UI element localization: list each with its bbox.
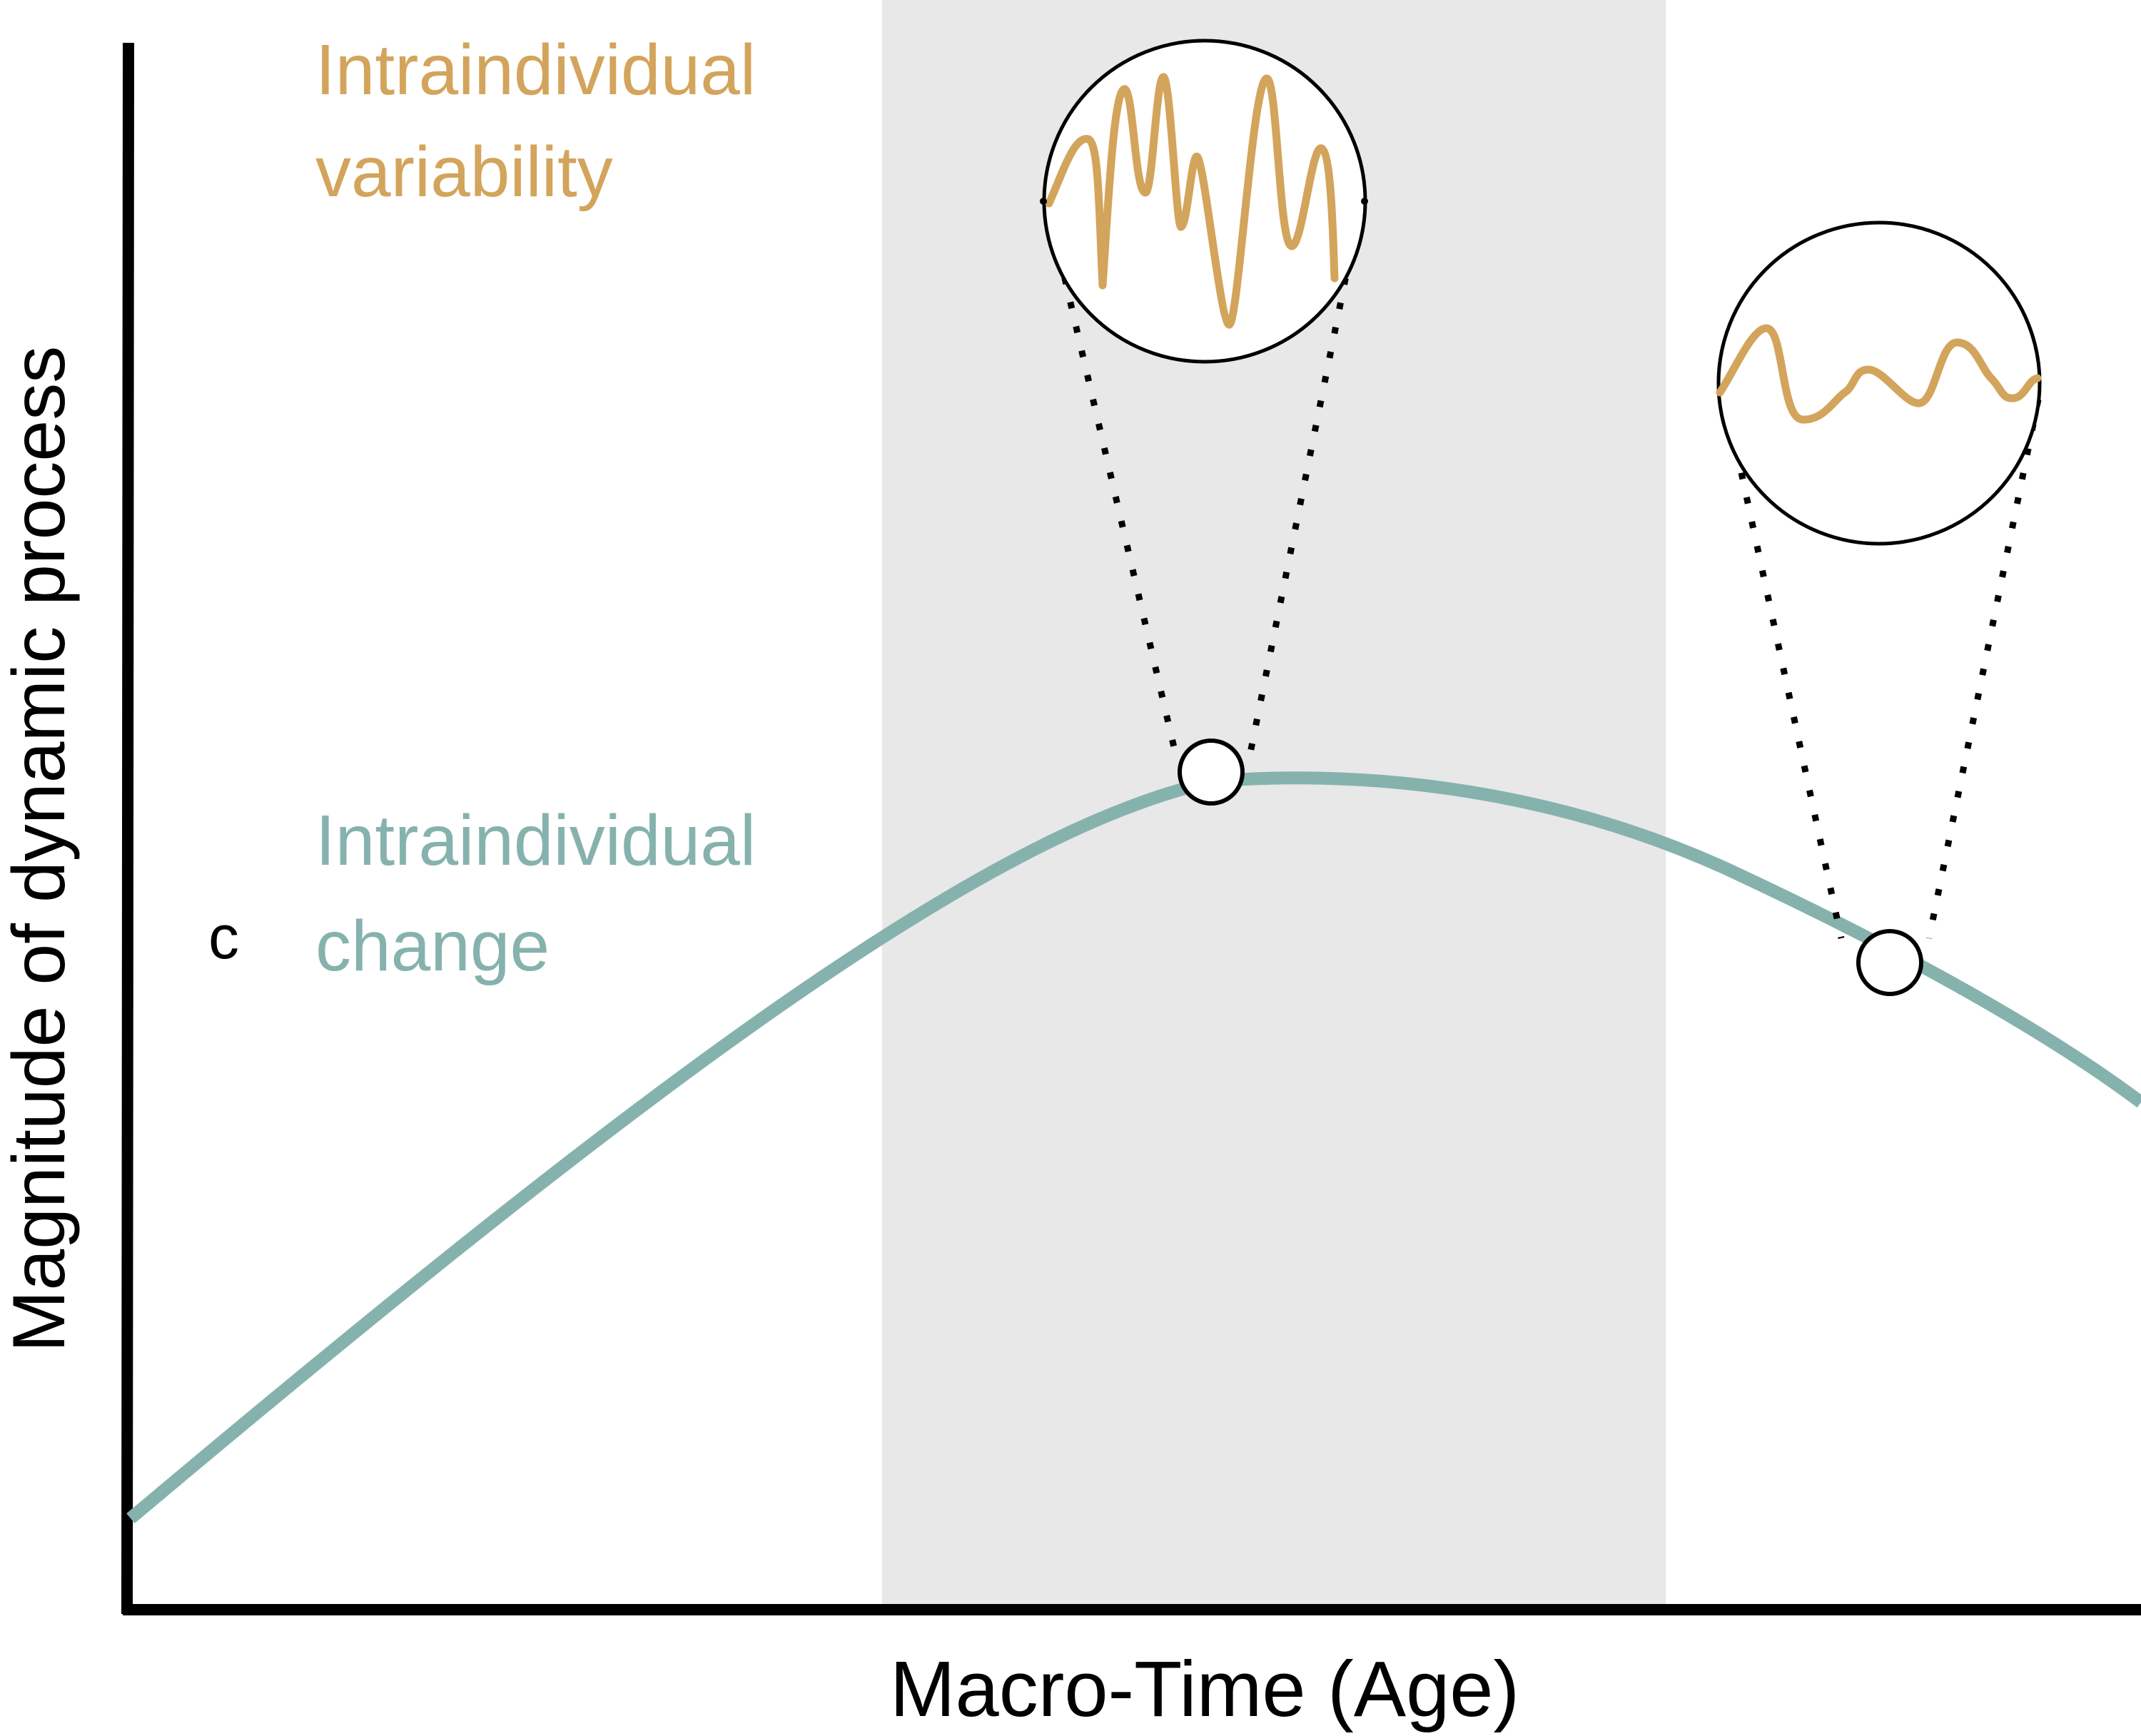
x-axis-label: Macro-Time (Age): [890, 1645, 1519, 1733]
panel-letter: c: [208, 903, 239, 972]
change-label-line1: Intraindividual: [315, 801, 756, 880]
zoom-dot-left-peak: [1040, 198, 1047, 205]
y-axis-label: Magnitude of dynamic process: [0, 346, 81, 1353]
zoom-dot-right-peak: [1361, 198, 1368, 205]
zoom-circle-decline-icon: [1716, 220, 2042, 546]
variability-label-line2: variability: [315, 132, 613, 212]
variability-waveform-low: [1716, 324, 2042, 424]
y-axis: [121, 42, 134, 1615]
variability-label-line1: Intraindividual: [315, 30, 756, 110]
zoom-anchor-decline-icon: [1856, 929, 1923, 996]
zoom-anchor-peak-icon: [1178, 738, 1245, 806]
zoom-connector-decline-right: [1925, 399, 2042, 939]
zoom-connector-decline-left: [1722, 399, 1845, 939]
change-label-line2: change: [315, 906, 550, 986]
variability-waveform-high: [1045, 73, 1339, 329]
